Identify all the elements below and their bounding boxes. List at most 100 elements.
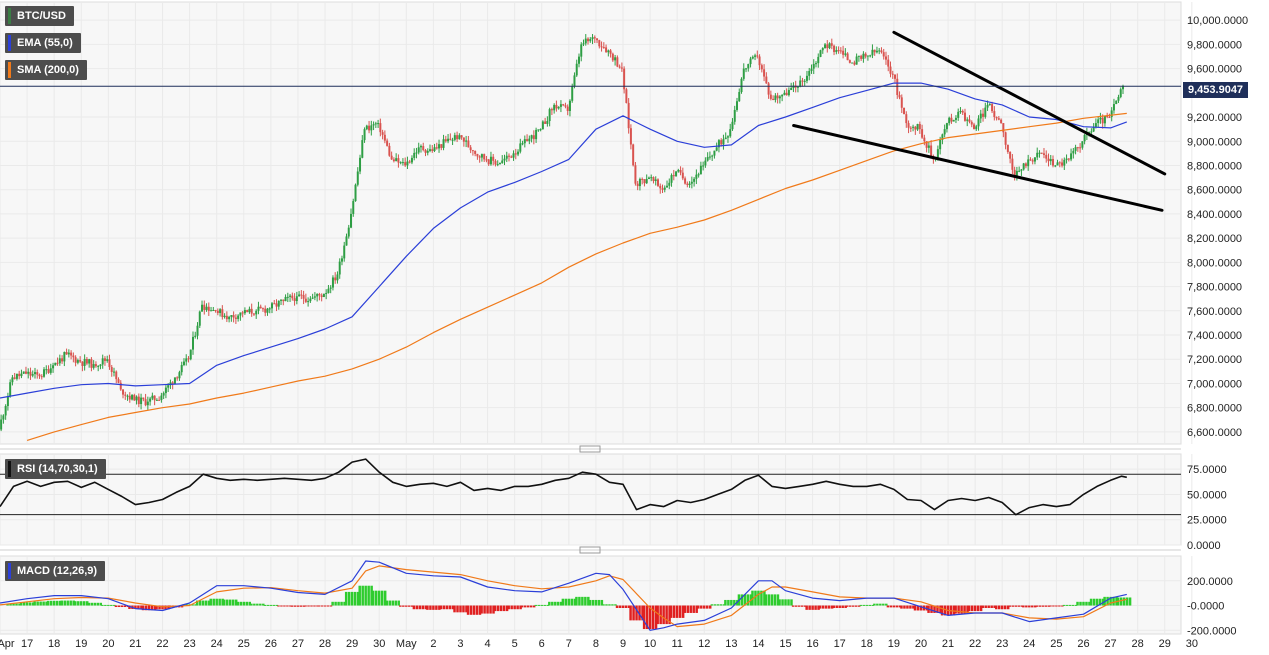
candle-body	[431, 149, 434, 151]
candle-body	[1121, 86, 1124, 90]
macd-histogram-bar	[868, 604, 872, 606]
candle-body	[1006, 144, 1009, 152]
candle-body	[677, 170, 680, 172]
candle-body	[661, 188, 664, 190]
candle-body	[261, 308, 264, 310]
candle-body	[882, 52, 885, 57]
macd-histogram-bar	[331, 601, 334, 606]
macd-histogram-bar	[104, 604, 107, 606]
candle-body	[234, 317, 237, 319]
candle-body	[697, 174, 700, 176]
candle-body	[1101, 117, 1104, 124]
candle-body	[541, 121, 544, 130]
legend-label-sma: SMA (200,0)	[17, 64, 79, 76]
macd-histogram-bar	[776, 594, 780, 606]
candle-body	[587, 38, 590, 42]
candle-body	[787, 90, 790, 96]
legend-badge-rsi[interactable]: RSI (14,70,30,1)	[5, 459, 106, 479]
macd-histogram-bar	[700, 605, 703, 609]
candle-body	[733, 109, 736, 122]
legend-badge-ema[interactable]: EMA (55,0)	[5, 33, 81, 53]
macd-histogram-bar	[215, 598, 218, 606]
macd-histogram-bar	[380, 590, 384, 606]
macd-histogram-bar	[913, 605, 917, 611]
macd-histogram-bar	[451, 605, 455, 610]
trendline-1[interactable]	[892, 30, 1167, 176]
candle-body	[1027, 159, 1030, 167]
candle-body	[751, 56, 754, 59]
macd-histogram-bar	[648, 605, 652, 630]
candle-body	[812, 63, 815, 69]
candle-body	[713, 150, 716, 156]
candle-body	[347, 227, 350, 237]
candle-body	[521, 143, 524, 145]
macd-histogram-bar	[1038, 605, 1042, 607]
candle-body	[510, 156, 513, 158]
candle-body	[643, 179, 646, 184]
macd-histogram-bar	[1128, 597, 1132, 606]
candle-body	[11, 377, 14, 383]
candle-body	[465, 140, 468, 142]
macd-histogram-bar	[19, 602, 23, 606]
macd-histogram-bar	[859, 604, 863, 606]
macd-histogram-bar	[123, 605, 127, 608]
macd-histogram-bar	[1125, 597, 1129, 606]
legend-badge-sma[interactable]: SMA (200,0)	[5, 60, 87, 80]
macd-histogram-bar	[662, 605, 665, 625]
candle-body	[469, 147, 472, 151]
candle-body	[724, 137, 727, 140]
candle-body	[320, 295, 323, 298]
candle-body	[309, 298, 312, 302]
macd-histogram-bar	[906, 605, 909, 609]
candle-body	[903, 107, 906, 115]
candle-body	[1108, 117, 1111, 119]
pane-resize-handle[interactable]	[579, 546, 601, 554]
trendline-2[interactable]	[792, 124, 1164, 212]
candle-body	[451, 139, 454, 141]
candle-body	[300, 294, 303, 296]
legend-badge-btcusd[interactable]: BTC/USD	[5, 6, 74, 26]
candle-body	[408, 161, 411, 163]
candle-body	[1049, 159, 1052, 162]
macd-histogram-bar	[534, 604, 538, 606]
macd-histogram-bar	[797, 605, 801, 607]
macd-histogram-bar	[808, 605, 811, 610]
candle-body	[805, 75, 808, 81]
candle-body	[641, 178, 644, 180]
candle-body	[763, 69, 766, 77]
candle-body	[528, 138, 531, 142]
price-y-tick-label: 7,600.0000	[1187, 306, 1242, 318]
candle-body	[927, 145, 930, 148]
candle-body	[392, 159, 395, 162]
candle-body	[963, 112, 966, 121]
candle-body	[146, 401, 149, 406]
macd-histogram-bar	[984, 605, 987, 608]
legend-badge-macd[interactable]: MACD (12,26,9)	[5, 561, 106, 581]
legend-swatch-rsi	[8, 461, 11, 477]
macd-histogram-bar	[1068, 604, 1072, 606]
macd-line	[0, 560, 1127, 631]
macd-histogram-bar	[605, 604, 608, 606]
x-tick-label: 15	[779, 638, 791, 650]
candle-body	[952, 119, 955, 122]
macd-histogram-bar	[42, 601, 45, 606]
candle-body	[40, 376, 43, 378]
macd-histogram-bar	[513, 605, 516, 610]
candle-body	[760, 65, 763, 70]
candle-body	[986, 104, 989, 108]
pane-resize-handle[interactable]	[579, 445, 601, 453]
candle-body	[602, 47, 605, 49]
macd-histogram-bar	[236, 601, 240, 606]
candle-body	[742, 68, 745, 79]
macd-histogram-bar	[12, 603, 15, 606]
macd-histogram-bar	[1044, 605, 1048, 607]
candle-body	[966, 119, 969, 121]
candle-body	[611, 53, 614, 61]
macd-histogram-bar	[1089, 598, 1093, 606]
candle-body	[961, 110, 964, 113]
candle-body	[945, 123, 948, 130]
macd-histogram-bar	[223, 599, 226, 606]
macd-histogram-bar	[248, 601, 251, 606]
macd-histogram-bar	[743, 594, 747, 606]
